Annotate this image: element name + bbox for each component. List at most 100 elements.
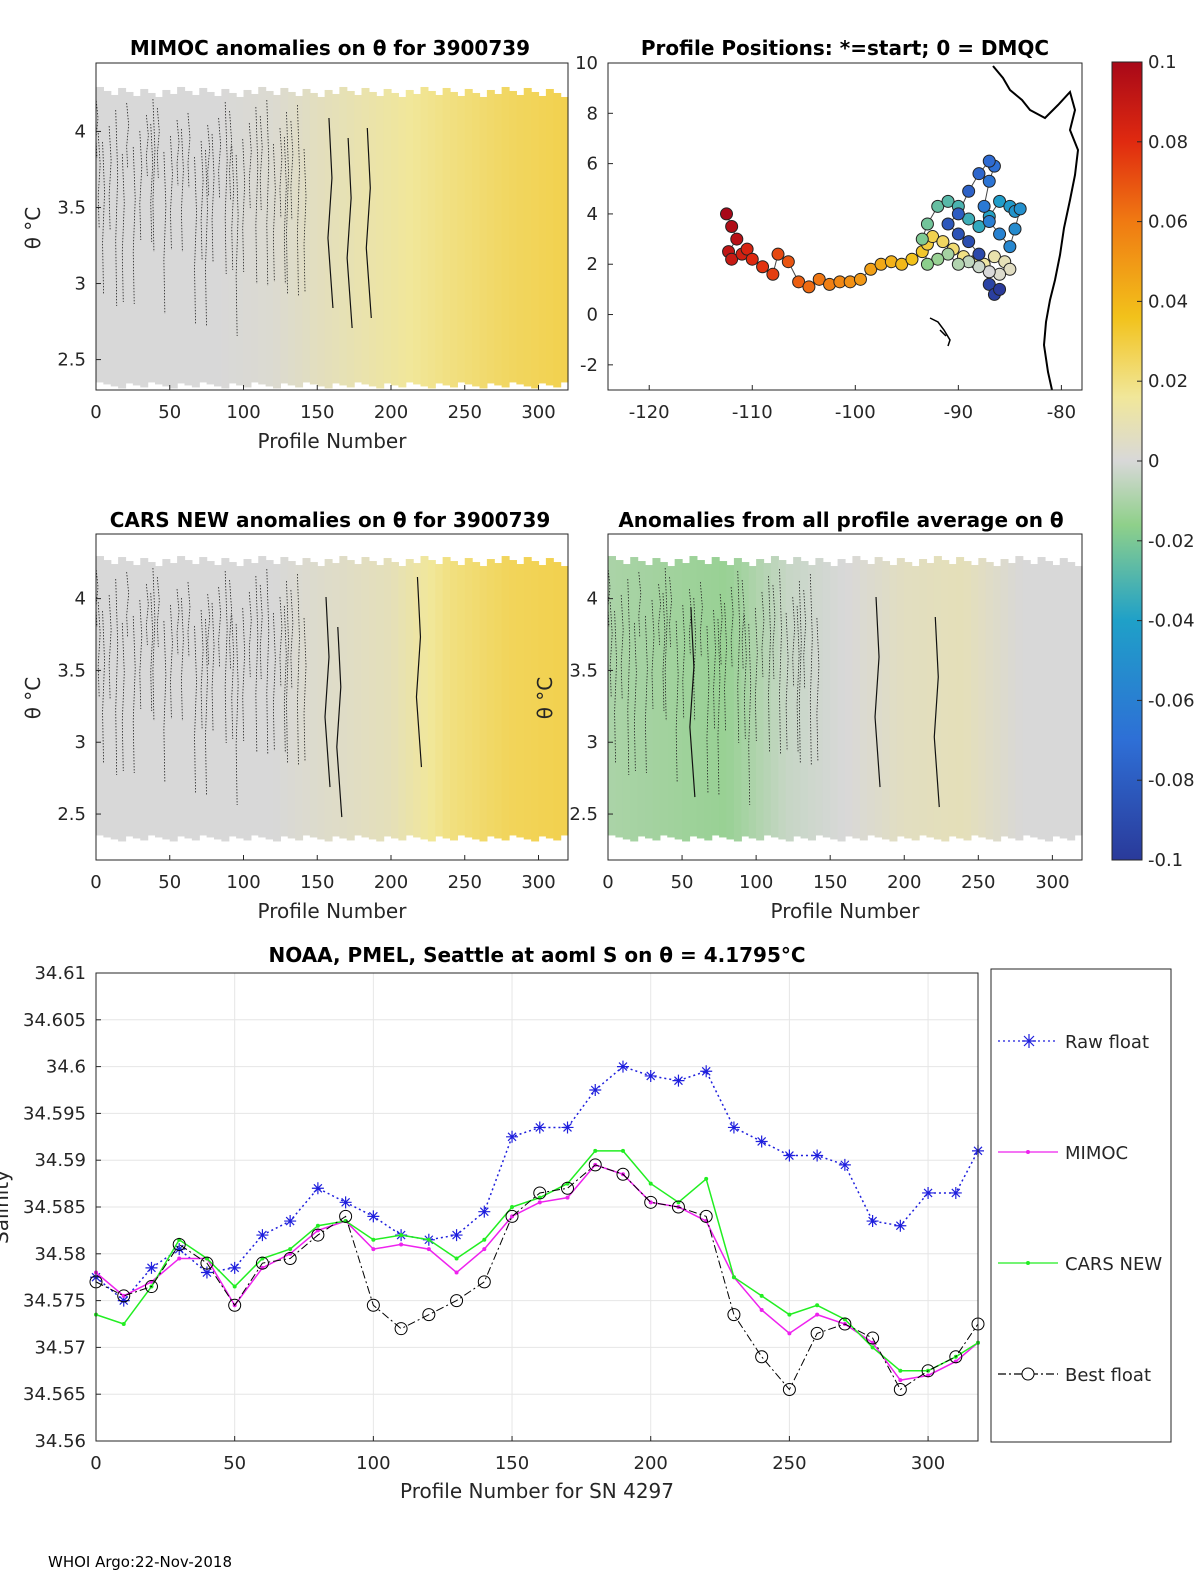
colorbar-tick-label: -0.06 — [1148, 690, 1195, 711]
field-cell — [830, 566, 839, 840]
contour-line — [283, 606, 287, 754]
position-point — [812, 272, 826, 286]
x-tick-label: 100 — [226, 402, 260, 423]
cars-xlabel: Profile Number — [258, 899, 408, 923]
field-cell — [985, 562, 994, 840]
mimoc-ylabel: θ °C — [21, 207, 45, 250]
series-point — [870, 1345, 875, 1350]
field-cell — [132, 565, 141, 839]
field-cell — [214, 95, 222, 387]
field-cell — [1000, 559, 1009, 837]
field-cell — [963, 561, 972, 841]
contour-line — [675, 621, 679, 784]
x-tick-label: 0 — [90, 1453, 101, 1474]
series-point — [399, 1242, 404, 1247]
contour-line — [235, 154, 239, 336]
contour-line — [627, 579, 631, 776]
y-tick-label: 34.585 — [23, 1197, 86, 1218]
colorbar-tick-label: 0.04 — [1148, 291, 1188, 312]
colorbar-tick-label: 0.06 — [1148, 212, 1188, 233]
contour-line — [211, 133, 215, 262]
position-point — [972, 167, 986, 181]
series-point — [399, 1233, 404, 1238]
position-point — [962, 235, 976, 249]
best-float-marker — [949, 1350, 963, 1364]
field-cell — [368, 91, 377, 387]
y-tick-label: 3.5 — [57, 197, 86, 218]
contour-line — [95, 566, 99, 628]
field-cell — [250, 93, 259, 383]
contour-line — [772, 585, 776, 680]
field-cell — [726, 565, 735, 840]
contour-line — [761, 592, 765, 678]
contour-line — [717, 619, 721, 796]
field-cell — [711, 557, 720, 836]
average-xlabel: Profile Number — [771, 899, 921, 923]
cars-ylabel: θ °C — [21, 677, 45, 720]
colorbar-tick-label: -0.1 — [1148, 850, 1183, 871]
position-point — [920, 217, 934, 231]
positions-ticks: -120 -110 -100 -90 -80 -2 0 2 4 6 8 10 — [575, 53, 1076, 423]
field-cell — [435, 564, 444, 837]
position-point — [982, 154, 996, 168]
contour-line — [620, 595, 624, 700]
field-cell — [630, 557, 639, 842]
series-point — [454, 1270, 459, 1275]
position-point — [972, 260, 986, 274]
contour-line — [272, 613, 276, 752]
field-cell — [427, 90, 436, 389]
legend-best-marker — [1021, 1367, 1035, 1381]
contour-line — [792, 597, 796, 688]
cars-axes-box — [95, 533, 569, 861]
contour-line — [259, 115, 263, 210]
position-point — [895, 257, 909, 271]
field-cell — [457, 565, 466, 836]
field-cell — [464, 88, 473, 385]
best-float-marker — [838, 1317, 852, 1331]
series-point — [121, 1322, 126, 1326]
position-point — [1013, 202, 1027, 216]
position-point — [905, 252, 919, 266]
field-cell — [889, 565, 898, 842]
position-point — [941, 194, 955, 208]
contour-line — [176, 588, 180, 656]
field-cell — [162, 559, 171, 840]
contour-line — [248, 592, 252, 678]
x-tick-label: 300 — [911, 1453, 945, 1474]
position-point — [993, 282, 1007, 296]
field-cell — [682, 563, 691, 842]
contour-line — [644, 616, 648, 774]
contour-line — [365, 127, 372, 319]
contour-line — [259, 585, 263, 680]
field-cell — [608, 556, 617, 836]
y-tick-label: 3 — [587, 732, 598, 753]
field-cell — [405, 559, 414, 836]
raw-float-marker — [367, 1210, 380, 1223]
x-tick-label: 100 — [356, 1453, 390, 1474]
contour-line — [324, 597, 331, 788]
position-point — [982, 174, 996, 188]
x-tick-label: 50 — [671, 872, 694, 893]
x-tick-label: 150 — [300, 872, 334, 893]
average-panel: Anomalies from all profile average on θ … — [533, 508, 1083, 923]
contour-line — [651, 600, 655, 710]
series-point — [648, 1181, 653, 1186]
field-cell — [882, 561, 891, 840]
mimoc-axes-box — [95, 62, 569, 391]
salinity-legend: Raw float MIMOC CARS NEW Best float — [990, 968, 1172, 1443]
contour-line — [163, 151, 167, 314]
series-point — [759, 1307, 764, 1312]
mimoc-title: MIMOC anomalies on θ for 3900739 — [130, 36, 530, 60]
raw-float-marker — [533, 1121, 546, 1134]
field-cell — [993, 566, 1002, 842]
field-cell — [332, 563, 340, 837]
contour-line — [97, 132, 101, 228]
best-float-marker — [117, 1289, 131, 1303]
legend-label: MIMOC — [1065, 1143, 1128, 1164]
x-tick-label: 150 — [495, 1453, 529, 1474]
positions-bg — [608, 63, 1082, 390]
series-point — [898, 1378, 903, 1383]
field-cell — [516, 94, 525, 385]
contour-line — [194, 156, 197, 324]
legend-label: Best float — [1065, 1365, 1151, 1386]
